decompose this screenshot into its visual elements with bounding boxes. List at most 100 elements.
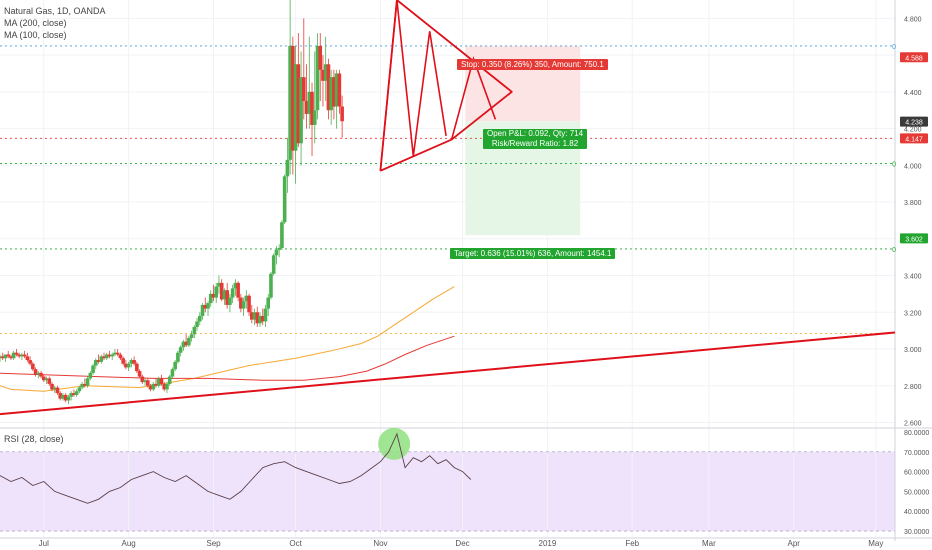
candle-body (307, 91, 312, 114)
candle-body (255, 312, 260, 324)
candle-body (312, 110, 317, 125)
x-tick-label: Mar (702, 539, 716, 548)
candle-body (50, 383, 54, 390)
level-marker: 0 (892, 44, 896, 51)
candle-body (236, 282, 240, 298)
price-tag-box (900, 133, 928, 144)
candle-body (28, 360, 32, 364)
candle-body (165, 383, 169, 390)
price-tag-box (900, 233, 928, 244)
x-tick-label: Jul (39, 539, 49, 548)
price-tick-label: 4.200 (904, 127, 922, 134)
candle-body (271, 255, 276, 274)
rsi-tick-label: 70.0000 (904, 450, 929, 457)
candle-body (110, 354, 115, 357)
legend-ma100[interactable]: MA (100, close) (4, 30, 67, 40)
candle-body (132, 360, 136, 364)
candle-body (143, 380, 147, 383)
candle-body (58, 393, 63, 399)
candle-body (296, 64, 301, 144)
candle-body (299, 77, 303, 144)
candle-body (99, 356, 104, 362)
candle-body (80, 383, 84, 388)
candle-body (247, 295, 251, 313)
candle-body (195, 321, 199, 327)
candle-body (260, 315, 265, 322)
candle-body (39, 372, 43, 377)
candle-body (36, 372, 41, 375)
candle-body (118, 354, 123, 359)
candle-body (181, 341, 186, 348)
candle-body (3, 354, 8, 359)
candle-body (11, 352, 16, 359)
x-tick-label: Apr (788, 539, 801, 548)
candle-body (126, 363, 131, 368)
candle-body (52, 387, 57, 390)
candle-body (176, 352, 180, 362)
candle-body (72, 393, 76, 395)
price-tag-text: 4.238 (905, 120, 923, 127)
rsi-tick-label: 40.0000 (904, 509, 929, 516)
candle-body (340, 106, 344, 122)
x-tick-label: Feb (625, 539, 639, 548)
candle-body (266, 297, 271, 309)
candle-body (187, 337, 191, 346)
candle-body (222, 290, 227, 300)
x-tick-label: Sep (206, 539, 221, 548)
candle-body (291, 45, 295, 151)
candle-body (44, 378, 49, 381)
candle-body (121, 358, 125, 364)
candle-body (124, 363, 128, 368)
risk-reward-text: Risk/Reward Ratio: 1.82 (491, 139, 579, 148)
candle-body (274, 249, 279, 256)
candle-body (293, 64, 298, 151)
price-tag-text: 3.602 (905, 236, 923, 243)
candle-body (102, 356, 106, 359)
legend-ma200[interactable]: MA (200, close) (4, 18, 67, 28)
candle-body (63, 394, 68, 401)
candle-body (337, 73, 342, 107)
price-tick-label: 3.400 (904, 274, 922, 281)
candle-body (14, 352, 19, 355)
candle-body (189, 334, 194, 338)
candle-body (315, 45, 320, 111)
candle-body (135, 363, 139, 372)
candle-body (107, 354, 112, 357)
candle-body (154, 383, 158, 386)
pnl-label[interactable]: Open P&L: 0.092, Qty: 714 Risk/Reward Ra… (483, 129, 588, 149)
rsi-tick-label: 60.0000 (904, 470, 929, 477)
candle-body (277, 247, 281, 250)
x-tick-label: Oct (289, 539, 302, 548)
candle-body (192, 326, 197, 335)
candle-body (20, 354, 24, 357)
projection-path (450, 56, 497, 140)
candle-body (0, 356, 5, 359)
candle-body (208, 293, 213, 304)
level-marker: 0 (892, 161, 896, 168)
candle-body (304, 101, 309, 114)
candle-body (206, 303, 210, 309)
price-tick-label: 4.800 (904, 16, 922, 23)
candle-body (129, 360, 134, 364)
candle-body (88, 372, 93, 379)
chart-title[interactable]: Natural Gas, 1D, OANDA (4, 6, 106, 16)
candle-body (230, 288, 235, 298)
rsi-line (0, 432, 472, 504)
stop-label[interactable]: Stop: 0.350 (8.26%) 350, Amount: 750.1 (457, 59, 608, 70)
target-label[interactable]: Target: 0.636 (15.01%) 636, Amount: 1454… (450, 248, 616, 259)
candle-body (239, 297, 243, 309)
price-tick-label: 3.800 (904, 200, 922, 207)
legend-rsi[interactable]: RSI (28, close) (4, 434, 64, 444)
candle-body (326, 64, 331, 111)
candle-body (85, 378, 90, 386)
price-tag-text: 4.588 (905, 55, 923, 62)
candle-body (241, 301, 246, 309)
candle-body (329, 77, 333, 111)
candle-body (159, 378, 164, 384)
price-tick-label: 3.000 (904, 347, 922, 354)
candle-body (17, 354, 21, 357)
candle-body (217, 282, 221, 287)
x-tick-label: Dec (455, 539, 469, 548)
rsi-band (0, 451, 895, 532)
candle-body (332, 77, 336, 107)
